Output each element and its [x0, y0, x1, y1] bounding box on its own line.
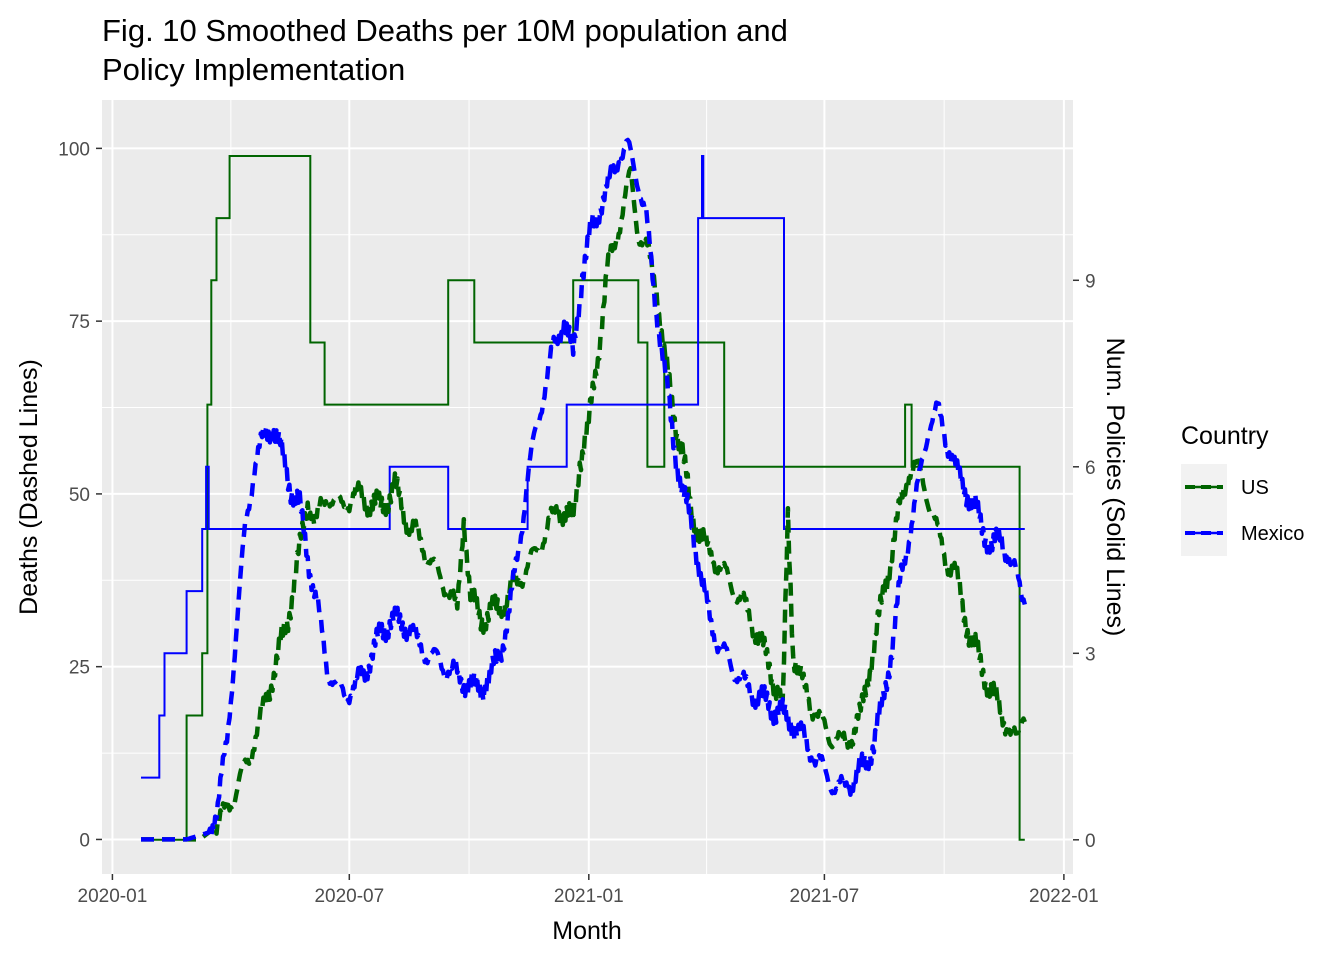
policy-lines [141, 155, 1025, 841]
x-tick-label: 2021-07 [790, 886, 860, 907]
y2-axis-title: Num. Policies (Solid Lines) [1101, 338, 1129, 637]
legend-title: Country [1181, 422, 1269, 450]
axes: 2020-01 2020-07 2021-01 2021-07 2022-01 0 25 50… [58, 139, 1098, 907]
legend-label-mexico: Mexico [1241, 523, 1304, 545]
death-lines [140, 137, 1027, 842]
legend: Country US Mexico [1181, 422, 1304, 556]
grid-lines [102, 100, 1073, 874]
y-tick-label: 0 [79, 830, 90, 851]
x-axis-title: Month [552, 917, 621, 945]
mexico-policies-line [141, 155, 1025, 779]
y2-tick-label: 9 [1085, 271, 1096, 292]
y-tick-label: 25 [69, 658, 90, 679]
y-tick-label: 100 [58, 139, 90, 160]
chart-title-line-1: Fig. 10 Smoothed Deaths per 10M populati… [102, 13, 788, 48]
y2-tick-label: 0 [1085, 831, 1096, 852]
chart-title-line-2: Policy Implementation [102, 52, 405, 87]
x-tick-label: 2021-01 [554, 886, 624, 907]
y-axis-title: Deaths (Dashed Lines) [15, 359, 43, 615]
x-tick-label: 2020-07 [314, 886, 384, 907]
x-tick-label: 2022-01 [1029, 886, 1099, 907]
y-tick-label: 75 [69, 312, 90, 333]
y-tick-label: 50 [69, 485, 90, 506]
us-policies-line [141, 155, 1025, 841]
legend-label-us: US [1241, 477, 1269, 499]
x-tick-label: 2020-01 [78, 886, 148, 907]
y2-tick-label: 3 [1085, 644, 1096, 665]
y2-tick-label: 6 [1085, 458, 1096, 479]
mexico-deaths-line [140, 137, 1027, 842]
us-deaths-line [140, 165, 1027, 842]
